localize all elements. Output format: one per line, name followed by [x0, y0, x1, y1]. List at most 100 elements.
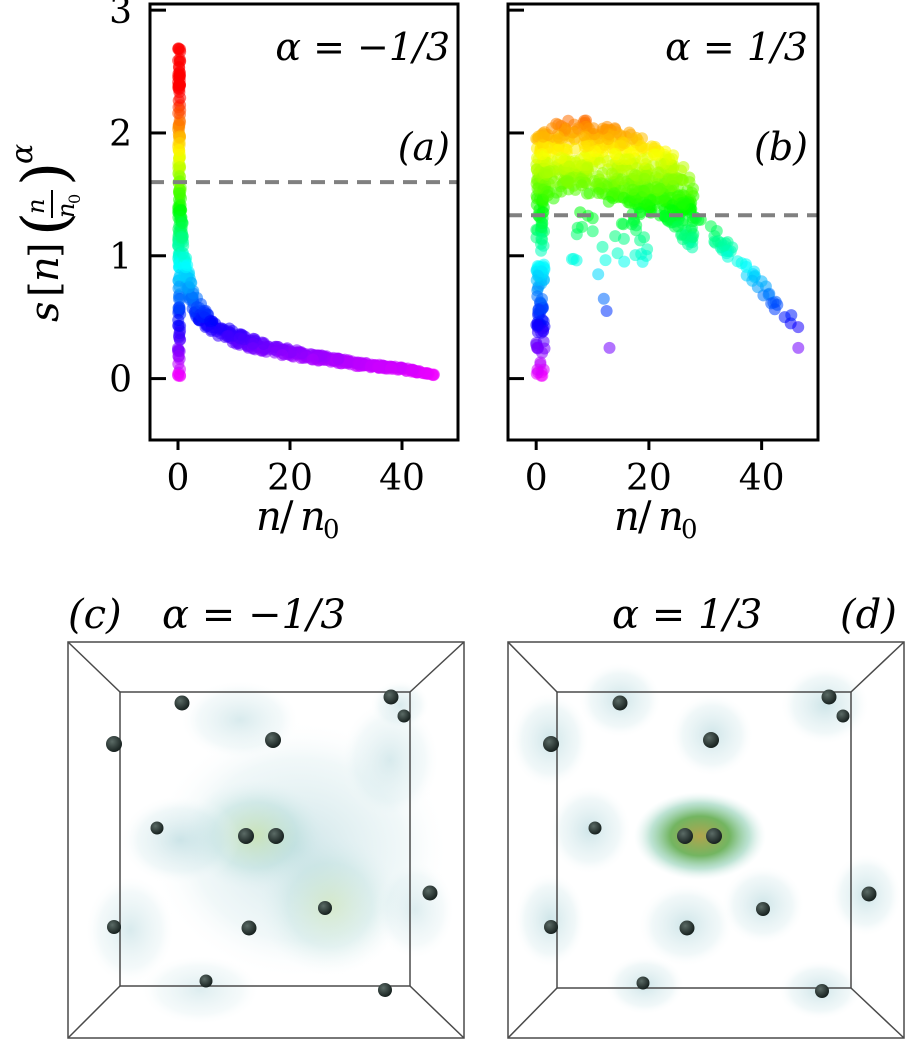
data-point [531, 319, 544, 332]
data-point [718, 239, 731, 252]
y-ticks-a: 0 1 2 3 [109, 0, 166, 401]
data-point [771, 298, 784, 311]
atom [543, 736, 559, 752]
data-point [176, 232, 189, 245]
data-point [552, 130, 565, 143]
axes-frame-a [148, 2, 460, 442]
data-point [536, 292, 548, 305]
atoms-c [106, 689, 438, 997]
panel-c-title: α = −1/3 [162, 592, 346, 638]
data-point [306, 353, 319, 366]
ylabel-paren-close: ) [8, 162, 81, 186]
data-point [172, 314, 185, 326]
atom [703, 732, 719, 748]
data-point [570, 254, 583, 267]
data-point [640, 198, 653, 211]
panel-c-label: (c) [68, 592, 122, 638]
x-tick-label: 40 [739, 458, 785, 499]
data-point [592, 187, 605, 199]
ylabel-n: n [22, 256, 68, 282]
atom [107, 920, 121, 934]
data-point [548, 175, 561, 188]
x-tick-label: 0 [167, 458, 190, 499]
data-point [174, 204, 187, 217]
atom [174, 695, 190, 711]
data-point [246, 337, 259, 350]
data-point [686, 241, 699, 254]
y-tick-label: 2 [109, 114, 132, 155]
xlabel-b-n: n [614, 494, 640, 540]
atom [706, 828, 722, 844]
axes-frame-b [506, 2, 820, 442]
scatter-points-a [172, 42, 440, 383]
data-point [318, 350, 331, 363]
data-point [677, 198, 690, 211]
data-point [599, 254, 612, 267]
y-axis-label: s [ n ] ( n n 0 ) α [5, 144, 84, 322]
y-tick-label: 3 [109, 0, 132, 32]
data-point [792, 341, 805, 354]
panel-c: (c) α = −1/3 [67, 592, 465, 1039]
data-point [636, 153, 649, 166]
panel-b-title: α = 1/3 [665, 25, 808, 69]
panel-b-label: (b) [754, 125, 808, 169]
data-point [638, 172, 651, 185]
data-point [652, 166, 665, 179]
data-point [605, 167, 618, 180]
data-point [581, 161, 594, 174]
data-point [609, 148, 622, 161]
data-point [710, 225, 723, 237]
data-point [721, 250, 734, 263]
data-point [596, 240, 609, 253]
atom [588, 821, 602, 835]
atom [150, 821, 164, 835]
data-point [571, 221, 584, 234]
data-point [602, 195, 615, 208]
atom [612, 695, 628, 711]
data-point [586, 225, 599, 238]
data-point [205, 325, 218, 337]
data-point [601, 155, 614, 168]
xlabel-b-slash: / [638, 494, 652, 540]
atom [815, 984, 829, 998]
y-tick-label: 0 [109, 360, 132, 401]
ylabel-paren-open: ( [8, 212, 81, 236]
data-point [406, 363, 419, 376]
atom [378, 983, 392, 997]
data-point [740, 260, 753, 273]
atom [265, 732, 281, 748]
box-frame-c [67, 641, 465, 1039]
data-point [173, 161, 186, 174]
data-point [174, 91, 187, 104]
data-point [785, 309, 798, 322]
data-point [172, 81, 185, 94]
ylabel-frac-den: n [52, 203, 80, 218]
xlabel-b-n0: n [658, 494, 684, 540]
data-point [172, 107, 185, 120]
panel-a: 0 1 2 3 0 20 40 α = −1/3 (a) [109, 0, 460, 499]
atom [268, 828, 284, 844]
data-point [233, 332, 246, 345]
density-clouds-c [85, 680, 455, 1025]
data-point [763, 287, 776, 300]
xlabel-a-n: n [256, 494, 282, 540]
xlabel-a-sub: 0 [323, 515, 340, 545]
data-point [204, 315, 217, 328]
box-frame-d [507, 641, 905, 1039]
ylabel-frac-num: n [22, 199, 50, 214]
atom [238, 828, 254, 844]
data-point [222, 329, 235, 342]
data-point [675, 174, 688, 186]
data-point [746, 274, 759, 287]
atom [383, 689, 399, 705]
data-point [634, 234, 647, 247]
data-point [332, 353, 345, 365]
data-point [629, 249, 642, 262]
panel-a-title: α = −1/3 [275, 25, 450, 69]
data-point [185, 276, 198, 289]
data-point [343, 356, 355, 369]
data-point [173, 55, 186, 68]
x-tick-label: 20 [267, 458, 313, 499]
atom [199, 974, 213, 988]
